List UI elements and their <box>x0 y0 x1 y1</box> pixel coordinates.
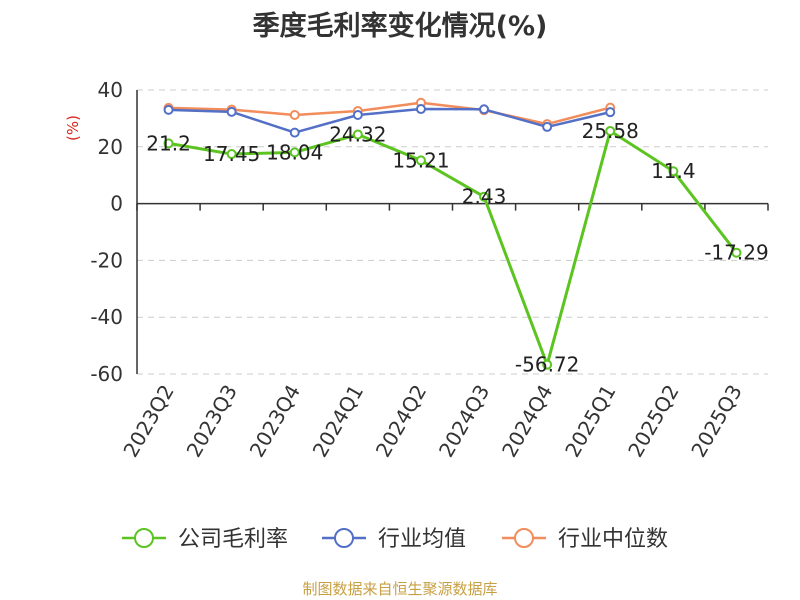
data-point <box>289 127 300 138</box>
data-label: 2.43 <box>462 185 507 209</box>
y-tick-label: 0 <box>110 192 123 216</box>
series <box>163 97 742 370</box>
x-tick-label: 2024Q2 <box>371 381 431 462</box>
data-point <box>163 138 174 149</box>
y-tick-label: 20 <box>98 135 123 159</box>
x-tick-label: 2023Q2 <box>118 381 178 462</box>
data-label: -17.29 <box>704 241 768 265</box>
x-tick-label: 2024Q1 <box>308 381 368 462</box>
data-label: 25.58 <box>582 119 639 143</box>
x-tick-label: 2024Q3 <box>434 381 494 462</box>
data-point <box>479 104 490 115</box>
data-point <box>415 104 426 115</box>
x-tick-label: 2025Q1 <box>560 381 620 462</box>
data-label: 24.32 <box>329 123 386 147</box>
legend-marker <box>334 528 354 548</box>
series-line <box>168 107 611 134</box>
data-point <box>415 155 426 166</box>
data-point <box>289 109 300 120</box>
series-line <box>168 101 611 126</box>
data-point <box>352 109 363 120</box>
data-label: 18.04 <box>266 140 323 164</box>
x-tick-label: 2023Q3 <box>182 381 242 462</box>
legend-label: 公司毛利率 <box>178 527 288 552</box>
y-tick-label: -60 <box>90 362 123 386</box>
x-tick-label: 2025Q3 <box>686 381 746 462</box>
grid-lines <box>137 89 768 375</box>
data-point <box>542 121 553 132</box>
data-point <box>605 107 616 118</box>
chart-title: 季度毛利率变化情况(%) <box>252 11 548 42</box>
data-label: 21.2 <box>146 131 191 155</box>
data-label: 17.45 <box>203 142 260 166</box>
legend-label: 行业中位数 <box>558 527 668 552</box>
x-tick-label: 2023Q4 <box>245 381 305 462</box>
legend-marker <box>514 528 534 548</box>
y-tick-label: -40 <box>90 305 123 329</box>
source-footer: 制图数据来自恒生聚源数据库 <box>302 580 498 598</box>
series-line <box>168 129 738 367</box>
data-point <box>605 125 616 136</box>
y-tick-label: -20 <box>90 248 123 272</box>
data-point <box>542 359 553 370</box>
x-tick-label: 2024Q4 <box>497 381 557 462</box>
legend-label: 行业均值 <box>378 527 466 552</box>
legend-marker <box>134 528 154 548</box>
data-point <box>668 166 679 177</box>
data-label: -56.72 <box>515 353 579 377</box>
x-tick-label: 2025Q2 <box>623 381 683 462</box>
data-point <box>226 106 237 117</box>
data-point <box>163 104 174 115</box>
data-point <box>289 147 300 158</box>
data-label: 11.4 <box>651 159 696 183</box>
data-point <box>226 149 237 160</box>
y-tick-label: 40 <box>98 78 123 102</box>
data-point <box>352 129 363 140</box>
data-label: 15.21 <box>392 148 449 172</box>
data-point <box>731 247 742 258</box>
data-point <box>479 191 490 202</box>
legend: 公司毛利率 行业均值 行业中位数 <box>122 527 668 552</box>
y-axis-label: (%) <box>64 115 82 141</box>
